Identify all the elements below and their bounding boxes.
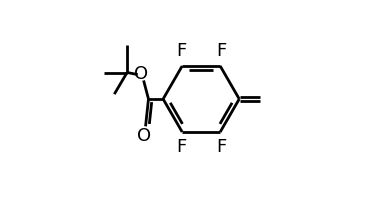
Text: F: F — [176, 42, 186, 60]
Text: F: F — [216, 138, 226, 156]
Text: F: F — [176, 138, 186, 156]
Text: F: F — [216, 42, 226, 60]
Text: O: O — [136, 127, 151, 145]
Text: O: O — [133, 65, 148, 83]
